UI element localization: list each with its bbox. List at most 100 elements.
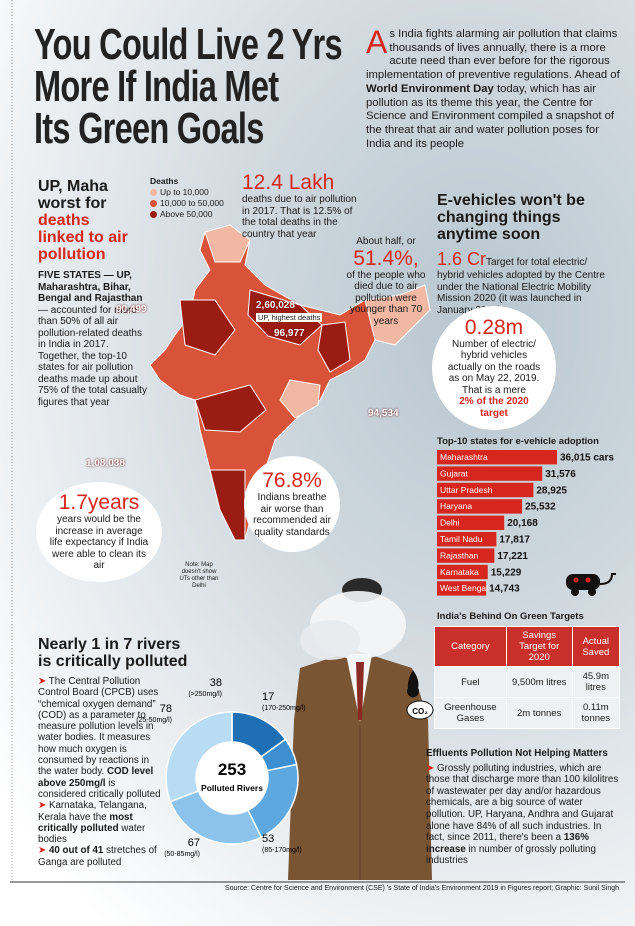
bar-value-label: 15,229 xyxy=(491,567,522,578)
stat-text: years would be the increase in average l… xyxy=(49,514,149,572)
ev-target: 1.6 CrTarget for total electric/ hybrid … xyxy=(437,248,617,316)
plug-cord xyxy=(599,573,616,585)
bullet: Karnataka, Telangana, Kerala have the mo… xyxy=(38,800,164,845)
bar-value-label: 20,168 xyxy=(507,518,538,529)
legend-item: Above 50,000 xyxy=(150,209,224,220)
stat-red: 2% of the 2020 target xyxy=(459,396,529,419)
legend-item: 10,000 to 50,000 xyxy=(150,198,224,209)
co2-label: CO₂ xyxy=(412,707,428,716)
ev-heading: E-vehicles won't be changing things anyt… xyxy=(437,192,585,243)
bar-value-label: 14,743 xyxy=(489,584,520,595)
segment-value: 38 xyxy=(210,677,222,689)
cell: 0.11m tonnes xyxy=(571,697,621,729)
text: water bodies xyxy=(38,822,146,846)
half-stat: About half, or 51.4%, of the people who … xyxy=(338,236,434,327)
headline-line: More If India Met xyxy=(34,62,279,111)
stat-text: Indians breathe air worse than recommend… xyxy=(253,492,331,538)
bar xyxy=(437,564,488,580)
tie xyxy=(356,662,364,720)
stat-text: deaths due to air pollution in 2017. Tha… xyxy=(242,194,357,240)
map-region xyxy=(279,379,321,419)
map-region xyxy=(194,384,267,433)
donut-center xyxy=(196,742,268,814)
map-region xyxy=(317,321,351,373)
car-icon xyxy=(566,573,616,596)
donut-total-label: Polluted Rivers xyxy=(201,783,263,793)
bar-chart-title: Top-10 states for e-vehicle adoption xyxy=(437,436,599,447)
effluents-heading: Effluents Pollution Not Helping Matters xyxy=(426,748,608,759)
map-label: 90,499 xyxy=(116,304,147,315)
table-row: Fuel 9,500m litres 45.9m litres xyxy=(434,666,621,698)
map-label: 1,08,038 xyxy=(86,458,125,469)
rivers-heading: Nearly 1 in 7 rivers is critically pollu… xyxy=(38,636,188,670)
segment-value: 17 xyxy=(262,691,274,703)
rivers-bullets: The Central Pollution Control Board (CPC… xyxy=(38,676,164,868)
deaths-heading: UP, Maha worst for deaths linked to air … xyxy=(38,178,138,263)
map-region xyxy=(364,284,431,346)
dropcap: A xyxy=(366,24,388,60)
bar-value-label: 17,817 xyxy=(499,535,530,546)
text: stretches of Ganga are polluted xyxy=(38,845,157,868)
bar-category: Karnataka xyxy=(440,567,479,577)
cell: 45.9m litres xyxy=(571,666,621,698)
text: Grossly polluting industries, which are … xyxy=(426,762,619,844)
life-stat: 1.7years years would be the increase in … xyxy=(36,482,162,582)
legend: Deaths Up to 10,000 10,000 to 50,000 Above… xyxy=(150,176,224,220)
headline-line: You Could Live 2 Yrs xyxy=(34,20,343,69)
bar-category: Haryana xyxy=(440,501,472,511)
car-eye xyxy=(585,577,591,583)
ev-actual: 0.28m Number of electric/ hybrid vehicle… xyxy=(432,306,556,430)
headline: You Could Live 2 Yrs More If India Met I… xyxy=(34,20,343,151)
stat-value: 1.6 Cr xyxy=(437,249,487,269)
bold-text: COD level above 250mg/l xyxy=(38,766,154,789)
stat-value: 0.28m xyxy=(464,315,524,339)
bar xyxy=(437,466,543,481)
bar-value-label: 31,576 xyxy=(545,469,576,480)
table-row: Greenhouse Gases 2m tonnes 0.11m tonnes xyxy=(434,697,621,729)
bar xyxy=(437,532,497,547)
segment-label: (>250mg/l) xyxy=(188,691,222,698)
segment-label: (170-250mg/l) xyxy=(262,705,306,712)
legend-label: Above 50,000 xyxy=(160,209,213,219)
legend-swatch xyxy=(150,189,157,196)
bar-category: Rajasthan xyxy=(440,550,479,560)
five-states-text: — accounted for more than 50% of all air… xyxy=(38,304,147,408)
heading-red: deaths linked to air pollution xyxy=(38,212,128,263)
lakh-stat: 12.4 Lakh deaths due to air pollution in… xyxy=(242,172,362,240)
intro-text: s India fights alarming air pollution th… xyxy=(366,28,620,82)
heading-text: UP, Maha worst for xyxy=(38,178,108,212)
bar xyxy=(437,450,557,465)
cell: 9,500m litres xyxy=(505,666,573,698)
map-label: 94,534 xyxy=(368,408,399,419)
map-region xyxy=(209,469,246,541)
header-cell: Actual Saved xyxy=(571,626,621,667)
wheel xyxy=(588,588,596,596)
cloud xyxy=(300,620,360,660)
bar-value-label: 25,532 xyxy=(525,502,556,513)
stat-lead: About half, or xyxy=(356,236,416,247)
stat-value: 12.4 Lakh xyxy=(242,171,335,194)
bar xyxy=(437,515,505,530)
text: is considered critically polluted xyxy=(38,777,161,800)
wheel xyxy=(571,588,579,596)
table-title: India's Behind On Green Targets xyxy=(437,611,584,622)
header-cell: Category xyxy=(434,626,507,667)
segment-value: 67 xyxy=(188,837,200,849)
cell: Fuel xyxy=(434,666,507,698)
map-label: 96,977 xyxy=(274,328,305,339)
effluents-text: Grossly polluting industries, which are … xyxy=(426,763,622,867)
fuel-drop-icon xyxy=(407,670,419,698)
stat-value: 76.8% xyxy=(262,469,322,492)
man-illustration xyxy=(288,578,432,880)
car-eye xyxy=(573,577,579,583)
legend-title: Deaths xyxy=(150,176,179,186)
stat-text: of the people who died due to air pollut… xyxy=(346,269,426,327)
bar-value-label: 17,221 xyxy=(497,551,528,562)
text: The Central Pollution Control Board (CPC… xyxy=(38,676,159,778)
bar-category: Tamil Nadu xyxy=(440,534,483,544)
map-region xyxy=(204,224,251,263)
bar xyxy=(437,482,534,498)
